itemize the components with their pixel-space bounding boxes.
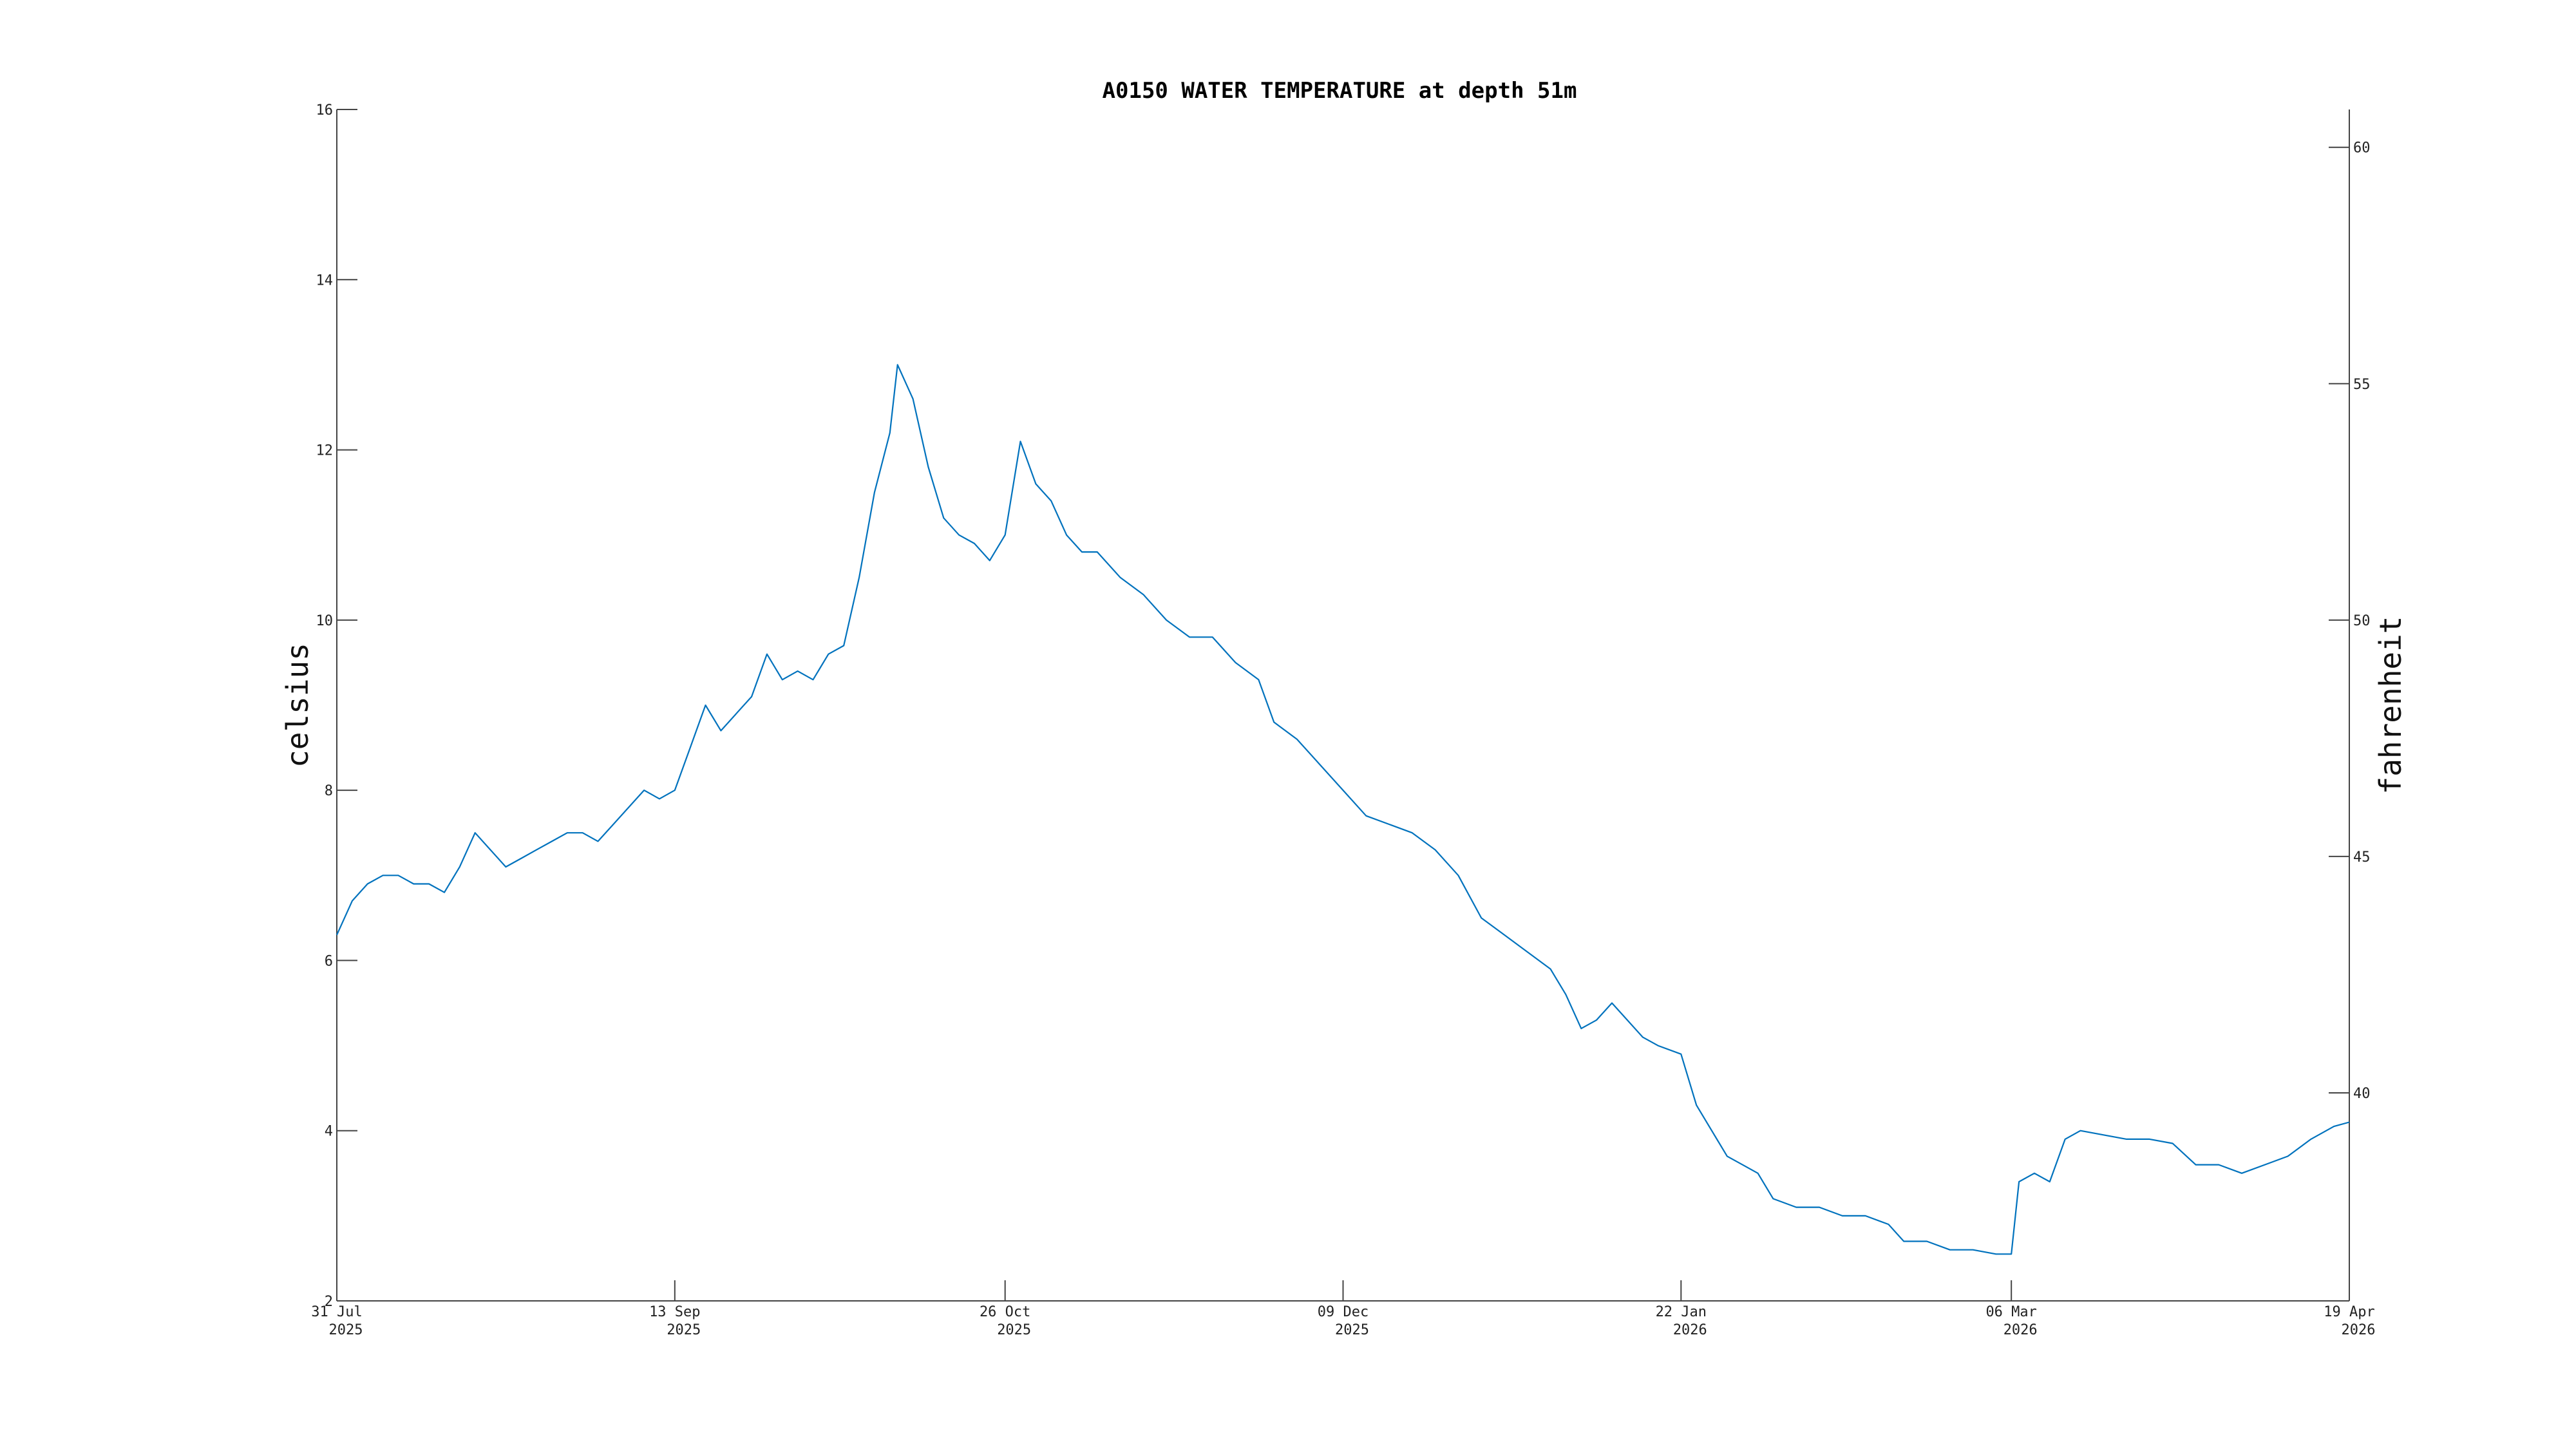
series-line <box>336 364 2350 1255</box>
x-tick-label: 22 Jan <box>1656 1304 1707 1320</box>
y2-tick-label: 55 <box>2353 377 2371 393</box>
x-tick-year: 2025 <box>329 1322 363 1338</box>
series-group <box>336 364 2350 1255</box>
y2-axis-label: fahrenheit <box>2373 616 2408 795</box>
y-tick-label: 10 <box>316 613 334 629</box>
y2-tick-label: 50 <box>2353 613 2371 629</box>
x-ticks: 31 Jul 2025 13 Sep 2025 26 Oct 2025 09 Dec 2025… <box>311 1280 2375 1338</box>
x-tick-year: 2026 <box>1673 1322 1707 1338</box>
y-tick-label: 6 <box>325 953 333 969</box>
y2-ticks: 40 45 50 55 60 <box>2329 140 2371 1102</box>
y-tick-label: 4 <box>325 1124 333 1140</box>
chart-title: A0150 WATER TEMPERATURE at depth 51m <box>1103 78 1577 104</box>
y-tick-label: 14 <box>316 272 334 289</box>
y-tick-label: 16 <box>316 102 334 118</box>
x-tick-label: 26 Oct <box>980 1304 1030 1320</box>
y2-tick-label: 45 <box>2353 849 2371 866</box>
x-tick-year: 2025 <box>1335 1322 1369 1338</box>
y-tick-label: 12 <box>316 443 334 459</box>
y-tick-label: 2 <box>325 1294 333 1310</box>
x-tick-label: 19 Apr <box>2324 1304 2374 1320</box>
y2-tick-label: 40 <box>2353 1086 2371 1102</box>
x-tick-year: 2025 <box>667 1322 701 1338</box>
x-tick-label: 06 Mar <box>1985 1304 2036 1320</box>
y-ticks: 2 4 6 8 10 12 14 16 <box>316 102 357 1310</box>
x-tick-year: 2025 <box>997 1322 1031 1338</box>
y-tick-label: 8 <box>325 783 333 799</box>
x-tick-year: 2026 <box>2003 1322 2038 1338</box>
x-tick-label: 09 Dec <box>1318 1304 1368 1320</box>
x-tick-label: 31 Jul <box>311 1304 362 1320</box>
y2-tick-label: 60 <box>2353 140 2371 156</box>
y-axis-label: celsius <box>280 643 315 768</box>
x-tick-label: 13 Sep <box>649 1304 700 1320</box>
x-tick-year: 2026 <box>2342 1322 2376 1338</box>
